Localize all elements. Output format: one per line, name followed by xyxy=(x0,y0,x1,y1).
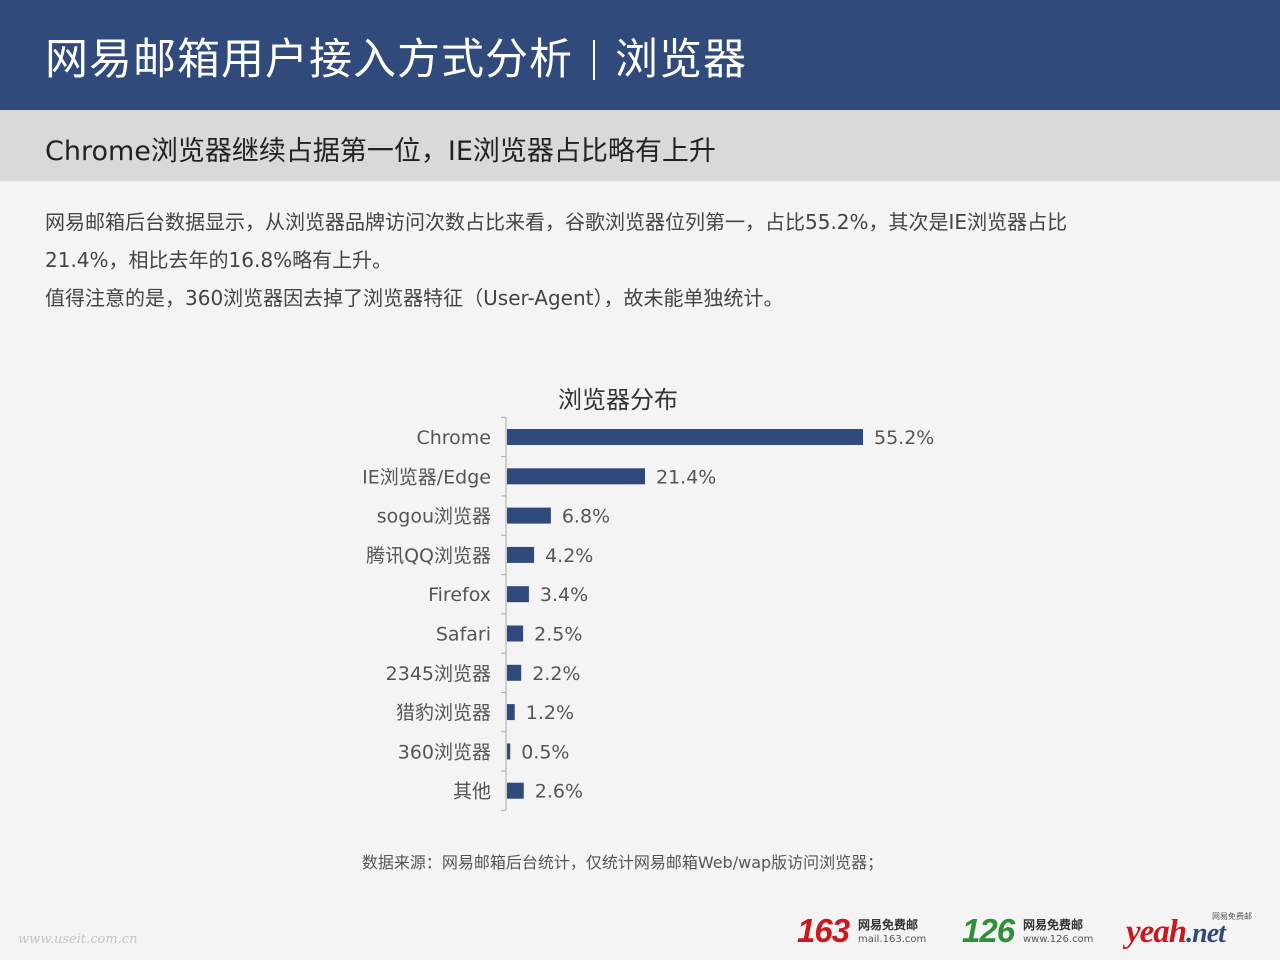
bar xyxy=(507,743,511,760)
value-label: 2.6% xyxy=(535,781,583,803)
logo-163-domain: mail.163.com xyxy=(858,934,927,945)
page-title-section: 浏览器 xyxy=(615,35,747,85)
title-divider xyxy=(593,39,595,80)
bar xyxy=(507,429,863,445)
category-label: 腾讯QQ浏览器 xyxy=(366,545,491,567)
category-label: sogou浏览器 xyxy=(377,506,491,528)
chart-marks: Chrome 55.2% IE浏览器/Edge 21.4% sogou浏览器 6.8% 腾讯… xyxy=(362,416,934,811)
description-line-3: 值得注意的是，360浏览器因去掉了浏览器特征（User-Agent），故未能单独… xyxy=(45,286,784,310)
logo-yeah-word: yeah.net xyxy=(1126,914,1226,951)
logo-163-name: 网易免费邮 xyxy=(858,918,919,932)
category-label: IE浏览器/Edge xyxy=(362,466,491,488)
category-label: Safari xyxy=(436,624,491,646)
bar xyxy=(507,546,535,563)
description-line-1: 网易邮箱后台数据显示，从浏览器品牌访问次数占比来看，谷歌浏览器位列第一，占比55… xyxy=(45,210,1068,234)
category-label: Chrome xyxy=(416,427,491,449)
logo-yeah-tag: 网易免费邮 xyxy=(1212,912,1252,921)
bar xyxy=(507,468,646,485)
logo-yeah-suffix: .net xyxy=(1186,918,1226,949)
value-label: 1.2% xyxy=(526,702,574,724)
logo-163-number: 163 xyxy=(797,912,850,949)
bar xyxy=(507,586,529,603)
subtitle: Chrome浏览器继续占据第一位，IE浏览器占比略有上升 xyxy=(45,136,716,167)
watermark: www.useit.com.cn xyxy=(18,932,138,947)
category-label: 2345浏览器 xyxy=(386,663,491,685)
logo-126-domain: www.126.com xyxy=(1023,934,1094,945)
value-label: 21.4% xyxy=(656,466,716,488)
bar xyxy=(507,664,522,681)
value-label: 2.2% xyxy=(532,663,580,685)
subtitle-bar: Chrome浏览器继续占据第一位，IE浏览器占比略有上升 xyxy=(0,110,1280,181)
logo-126-name: 网易免费邮 xyxy=(1023,918,1084,932)
page-title-main: 网易邮箱用户接入方式分析 xyxy=(45,35,573,85)
category-label: 猎豹浏览器 xyxy=(396,702,491,724)
category-label: Firefox xyxy=(428,584,491,606)
browser-distribution-chart: 浏览器分布 Chrome 55.2% IE浏览器/Edge 21.4% sogou浏览器… xyxy=(362,386,934,811)
logo-yeah-name: yeah xyxy=(1126,914,1187,950)
bar xyxy=(507,782,524,799)
description: 网易邮箱后台数据显示，从浏览器品牌访问次数占比来看，谷歌浏览器位列第一，占比55… xyxy=(45,203,1245,317)
category-label: 360浏览器 xyxy=(398,741,491,763)
value-label: 6.8% xyxy=(562,506,610,528)
page-title: 网易邮箱用户接入方式分析 浏览器 xyxy=(45,25,747,87)
value-label: 0.5% xyxy=(521,741,569,763)
header-bar: 网易邮箱用户接入方式分析 浏览器 xyxy=(0,0,1280,110)
category-label: 其他 xyxy=(453,781,491,803)
description-line-2: 21.4%，相比去年的16.8%略有上升。 xyxy=(45,248,393,272)
bar xyxy=(507,625,524,642)
value-label: 3.4% xyxy=(540,584,588,606)
source-note: 数据来源：网易邮箱后台统计，仅统计网易邮箱Web/wap版访问浏览器； xyxy=(361,853,884,872)
bar xyxy=(507,704,515,721)
bar xyxy=(507,507,551,524)
value-label: 55.2% xyxy=(874,427,934,449)
value-label: 2.5% xyxy=(534,624,582,646)
logo-126-number: 126 xyxy=(962,912,1015,949)
value-label: 4.2% xyxy=(545,545,593,567)
chart-title: 浏览器分布 xyxy=(558,386,678,414)
